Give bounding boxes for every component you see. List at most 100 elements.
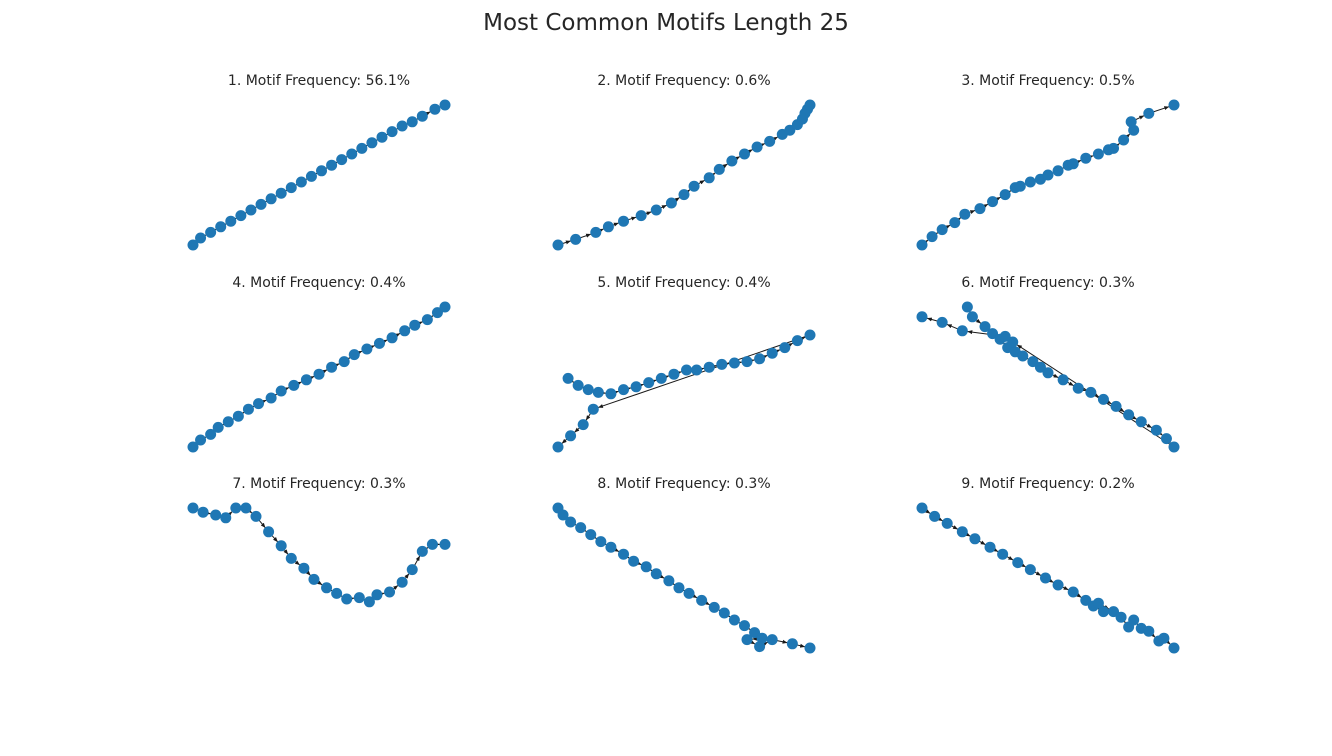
motif-node [1160, 433, 1172, 445]
motif-node [979, 321, 991, 333]
motif-node [926, 231, 938, 243]
motif-node [326, 361, 338, 373]
motif-node [348, 349, 360, 361]
motif-node [371, 589, 383, 601]
motif-node [1085, 386, 1097, 398]
motif-node [916, 239, 928, 251]
motif-node [416, 545, 428, 557]
motif-node [1168, 99, 1180, 111]
motif-node [786, 638, 798, 650]
motif-node [426, 538, 438, 550]
motif-node [263, 526, 275, 538]
motif-node [215, 221, 227, 233]
motif-node [987, 328, 999, 340]
motif-node [1092, 597, 1104, 609]
motif-node [386, 332, 398, 344]
motif-node [205, 226, 217, 238]
motif-node [250, 510, 262, 522]
motif-node [565, 430, 577, 442]
motif-node [295, 176, 307, 188]
motif-node [618, 215, 630, 227]
figure-title: Most Common Motifs Length 25 [483, 10, 849, 36]
motif-node [959, 208, 971, 220]
motif-node [406, 116, 418, 128]
motif-edge [1016, 344, 1175, 448]
motif-node [298, 562, 310, 574]
motif-node [716, 358, 728, 370]
motif-node [552, 441, 564, 453]
motif-node [643, 377, 655, 389]
motif-node [665, 197, 677, 209]
motif-node [726, 155, 738, 167]
panel-title: 3. Motif Frequency: 0.5% [961, 73, 1134, 89]
motif-node [235, 210, 247, 222]
motif-node [592, 386, 604, 398]
motif-node [784, 124, 796, 136]
motif-node [728, 357, 740, 369]
motif-node [552, 239, 564, 251]
motif-node [673, 582, 685, 594]
motif-node [738, 148, 750, 160]
motif-node [605, 541, 617, 553]
motif-node [308, 573, 320, 585]
motif-node [1135, 416, 1147, 428]
motif-node [406, 564, 418, 576]
motif-node [187, 239, 199, 251]
motif-node [225, 215, 237, 227]
motif-node [590, 226, 602, 238]
motif-node [1007, 336, 1019, 348]
motif-node [754, 641, 766, 653]
motif-node [655, 372, 667, 384]
motif-node [756, 632, 768, 644]
motif-node [361, 343, 373, 355]
motif-node [439, 301, 451, 313]
motif-node [565, 516, 577, 528]
motif-node [439, 99, 451, 111]
motif-node [630, 381, 642, 393]
motif-panel-8: 8. Motif Frequency: 0.3% [552, 476, 816, 654]
motif-node [1024, 564, 1036, 576]
panel-title: 9. Motif Frequency: 0.2% [961, 476, 1134, 492]
motif-node [916, 311, 928, 323]
motif-node [595, 536, 607, 548]
motif-node [1110, 400, 1122, 412]
motif-node [313, 368, 325, 380]
motif-node [1128, 124, 1140, 136]
motif-node [275, 540, 287, 552]
motif-node [356, 142, 368, 154]
motif-node [1042, 169, 1054, 181]
motif-node [1115, 611, 1127, 623]
motif-edge [597, 334, 811, 409]
motif-node [738, 620, 750, 632]
motif-node [941, 517, 953, 529]
motif-node [640, 561, 652, 573]
motif-node [804, 642, 816, 654]
motif-node [1143, 625, 1155, 637]
motif-node [1168, 441, 1180, 453]
motif-node [245, 204, 257, 216]
motif-node [197, 506, 209, 518]
motif-panel-2: 2. Motif Frequency: 0.6% [552, 73, 816, 251]
motif-node [346, 148, 358, 160]
motif-node [1014, 180, 1026, 192]
motif-node [999, 189, 1011, 201]
motif-node [336, 154, 348, 166]
motif-node [376, 131, 388, 143]
motif-node [1072, 382, 1084, 394]
motif-panel-7: 7. Motif Frequency: 0.3% [187, 476, 451, 608]
motif-node [718, 607, 730, 619]
motif-node [353, 592, 365, 604]
motif-node [703, 361, 715, 373]
motif-node [562, 372, 574, 384]
motif-node [1052, 165, 1064, 177]
motif-panel-9: 9. Motif Frequency: 0.2% [916, 476, 1180, 654]
panel-title: 8. Motif Frequency: 0.3% [597, 476, 770, 492]
motif-node [220, 512, 232, 524]
motif-node [431, 307, 443, 319]
motif-node [949, 217, 961, 229]
motif-node [416, 110, 428, 122]
motif-node [326, 159, 338, 171]
motif-node [373, 337, 385, 349]
motif-node [1123, 409, 1135, 421]
motif-node [338, 356, 350, 368]
